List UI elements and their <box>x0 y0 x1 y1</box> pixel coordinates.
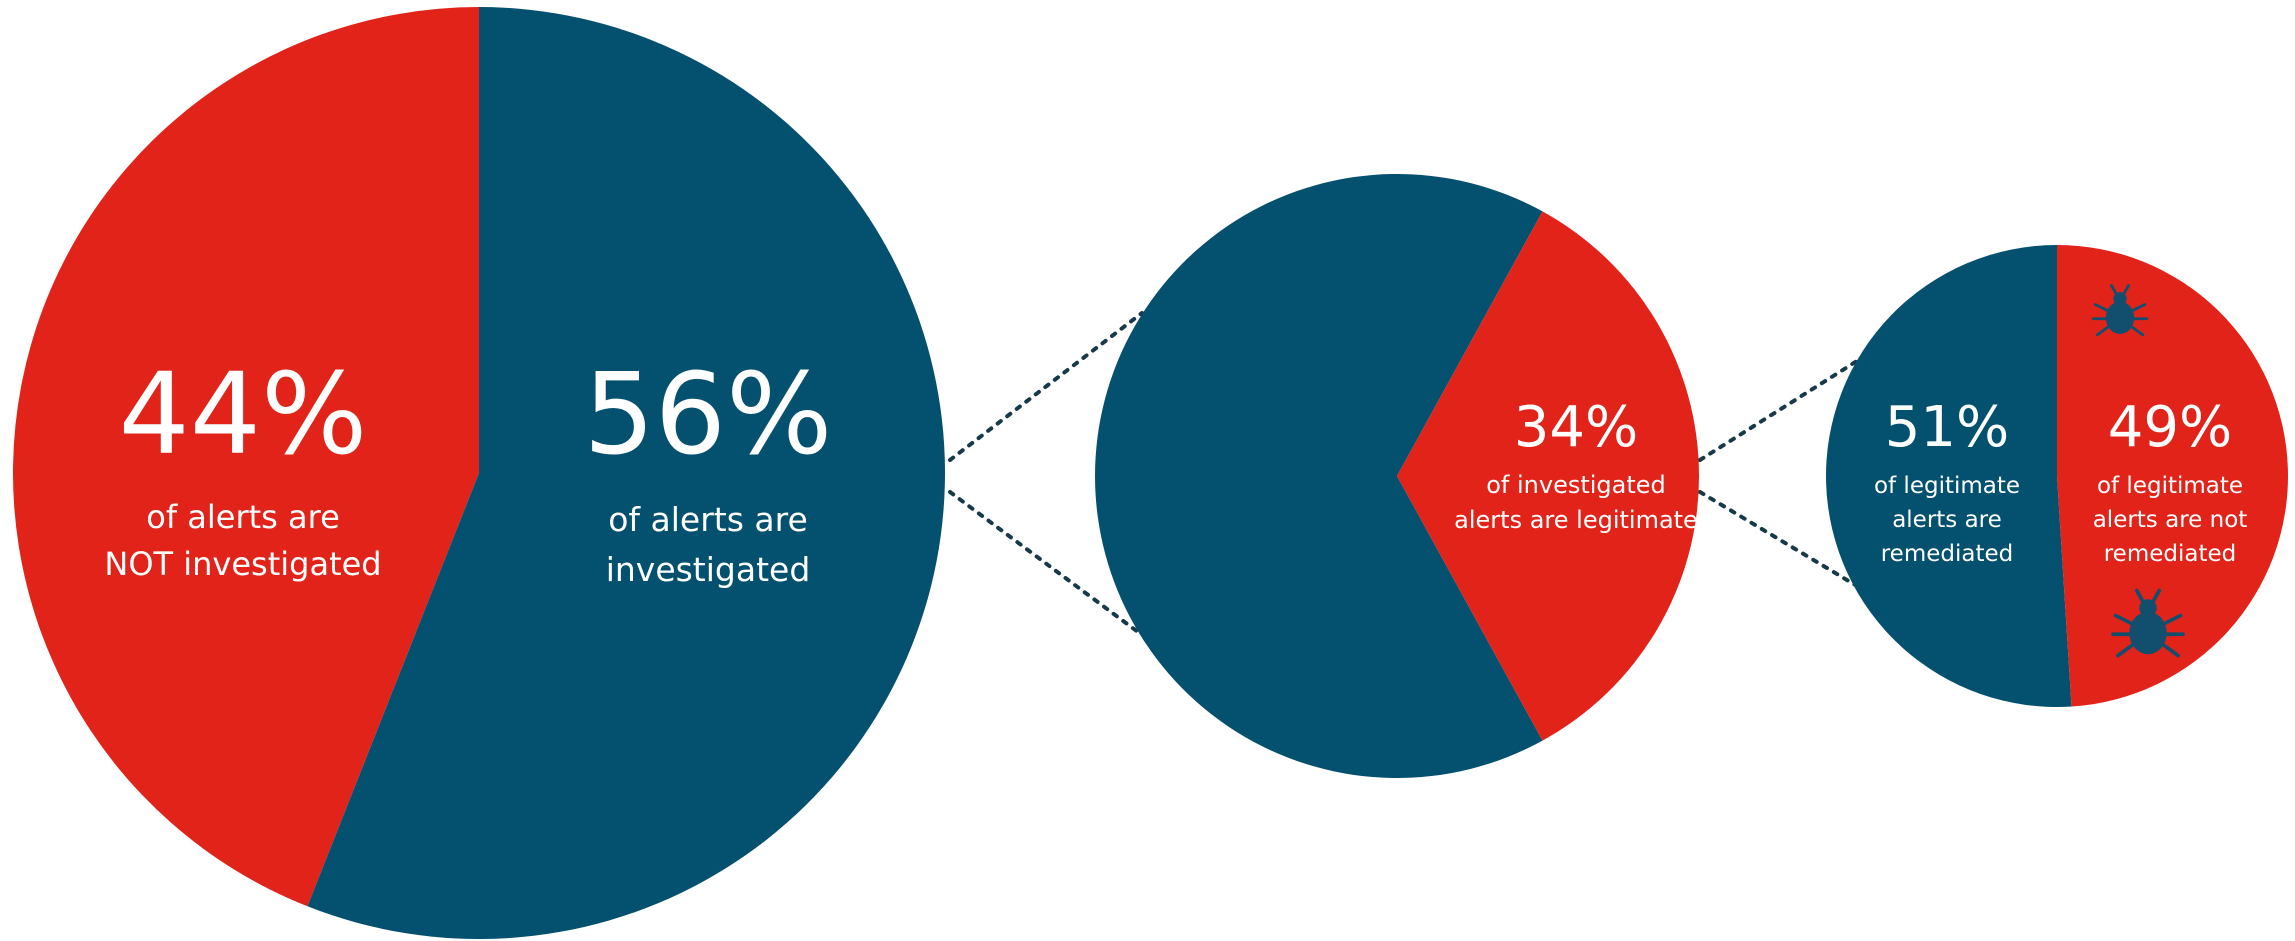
caption-not-investigated-line2: NOT investigated <box>104 545 381 583</box>
percent-not-remediated: 49% <box>2108 395 2232 460</box>
caption-not-remediated-line1: of legitimate <box>2097 473 2243 499</box>
percent-investigated: 56% <box>584 350 833 480</box>
pie-investigated: 34% of investigated alerts are legitimat… <box>1095 174 1699 778</box>
caption-legitimate-line1: of investigated <box>1486 471 1666 499</box>
percent-remediated: 51% <box>1885 395 2009 460</box>
pie-legitimate: 51% of legitimate alerts are remediated … <box>1826 245 2288 707</box>
pie-alerts: 44% of alerts are NOT investigated 56% o… <box>13 7 945 939</box>
caption-not-investigated-line1: of alerts are <box>146 498 340 536</box>
caption-investigated-line2: investigated <box>606 550 811 589</box>
caption-remediated-line2: alerts are <box>1892 507 2002 533</box>
caption-remediated-line3: remediated <box>1881 541 2014 567</box>
percent-legitimate: 34% <box>1514 395 1638 460</box>
caption-legitimate-line2: alerts are legitimate <box>1454 506 1698 534</box>
caption-remediated-line1: of legitimate <box>1874 473 2020 499</box>
caption-not-remediated-line3: remediated <box>2104 541 2237 567</box>
percent-not-investigated: 44% <box>119 350 368 480</box>
caption-not-remediated-line2: alerts are not <box>2093 507 2248 533</box>
caption-investigated-line1: of alerts are <box>608 500 808 539</box>
